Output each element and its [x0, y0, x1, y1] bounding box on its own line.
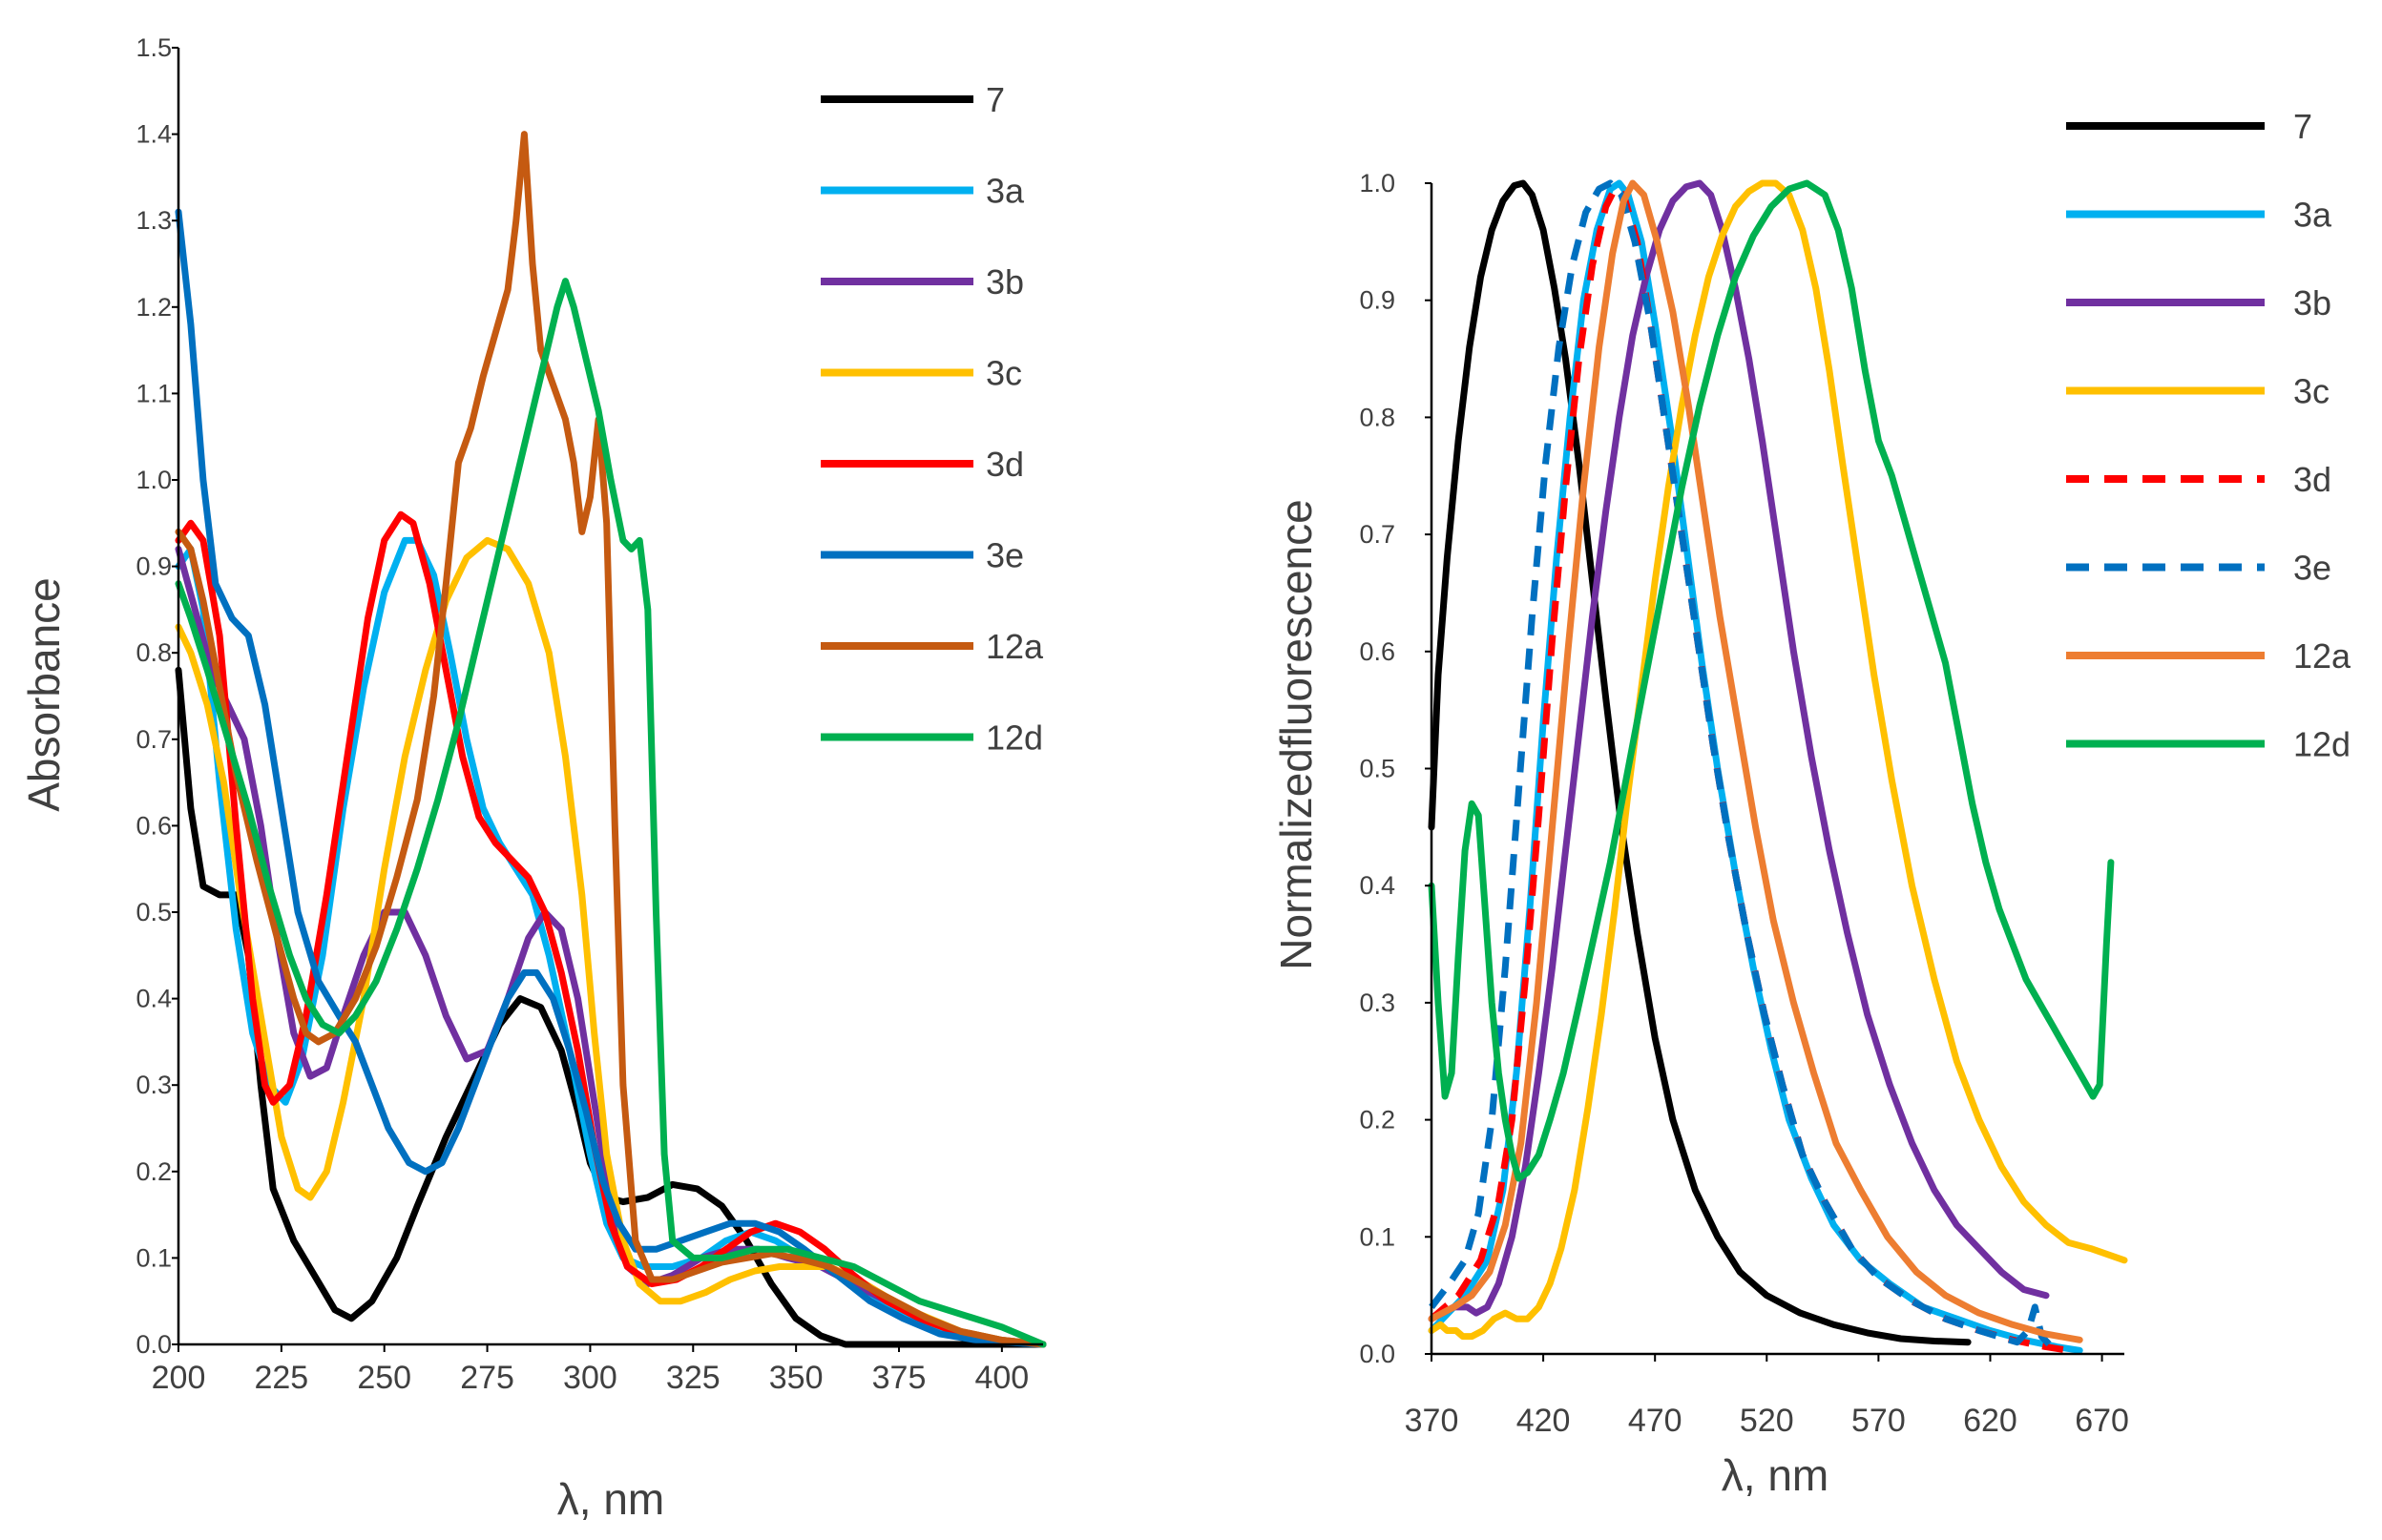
x-tick-label: 225 — [254, 1360, 308, 1396]
y-tick-label: 0.9 — [1359, 286, 1395, 315]
x-tick-label: 300 — [563, 1360, 617, 1396]
series-line-3e — [175, 208, 1047, 1348]
y-tick-label: 1.4 — [136, 120, 172, 149]
legend-label-3b: 3b — [2293, 283, 2331, 323]
legend-label-3e: 3e — [986, 536, 1024, 575]
y-tick-label: 0.5 — [136, 898, 172, 926]
y-axis-title: Absorbance — [19, 577, 69, 812]
legend: 7 3a 3b 3c 3d 3e 12a 12d — [2066, 107, 2351, 764]
legend-label-3a: 3a — [986, 172, 1025, 211]
y-tick-label: 0.4 — [136, 985, 172, 1013]
series-line-12d — [1428, 179, 2115, 1182]
series-line-7 — [1428, 179, 1972, 1346]
y-tick-label: 1.3 — [136, 206, 172, 235]
x-tick-label: 275 — [460, 1360, 514, 1396]
x-tick-label: 420 — [1516, 1403, 1571, 1439]
legend-label-12a: 12a — [2293, 636, 2351, 676]
series-line-3c — [1428, 179, 2128, 1341]
y-tick-label: 0.5 — [1359, 755, 1395, 783]
fluorescence-chart: 0.0 0.1 0.2 0.3 0.4 0.5 0.6 0.7 0.8 0.9 1.0 370 420 4… — [1271, 107, 2351, 1500]
series-line-3e — [1429, 179, 2056, 1351]
legend-label-7: 7 — [986, 80, 1005, 119]
series-line-12a — [175, 131, 1047, 1348]
y-tick-label: 0.8 — [136, 638, 172, 667]
y-tick-label: 0.9 — [136, 552, 172, 581]
y-tick-label: 1.0 — [136, 466, 172, 494]
x-axis-title: λ, nm — [557, 1474, 664, 1524]
y-tick-label: 1.1 — [136, 379, 172, 407]
x-tick-label: 400 — [974, 1360, 1029, 1396]
legend-label-3e: 3e — [2293, 549, 2331, 588]
legend-label-3c: 3c — [2293, 372, 2330, 411]
y-tick-label: 1.5 — [136, 33, 172, 62]
y-tick-label: 0.8 — [1359, 403, 1395, 431]
series-lines — [175, 131, 1047, 1348]
x-tick-label: 375 — [872, 1360, 927, 1396]
y-tick-label: 0.0 — [1359, 1340, 1395, 1368]
series-line-3d — [175, 510, 1047, 1348]
y-tick-label: 0.7 — [1359, 520, 1395, 549]
y-tick-label: 0.4 — [1359, 871, 1395, 900]
legend-label-3c: 3c — [986, 354, 1022, 393]
y-tick-label: 0.6 — [1359, 637, 1395, 666]
legend: 7 3a 3b 3c 3d 3e 12a 12d — [821, 80, 1044, 758]
series-line-3c — [175, 536, 1047, 1348]
y-tick-label: 0.0 — [136, 1330, 172, 1359]
series-line-3b — [1428, 179, 2050, 1322]
series-line-12a — [1428, 179, 2083, 1343]
x-tick-label: 325 — [666, 1360, 721, 1396]
x-tick-label: 370 — [1405, 1403, 1459, 1439]
x-tick-label: 620 — [1963, 1403, 2017, 1439]
legend-label-12a: 12a — [986, 627, 1044, 666]
x-tick-label: 470 — [1628, 1403, 1682, 1439]
x-tick-label: 350 — [769, 1360, 824, 1396]
y-tick-label: 0.2 — [1359, 1106, 1395, 1134]
series-lines — [1428, 179, 2128, 1354]
y-tick-label: 0.1 — [1359, 1222, 1395, 1251]
series-line-12d — [175, 278, 1047, 1348]
x-tick-label: 670 — [2075, 1403, 2129, 1439]
y-tick-label: 1.2 — [136, 293, 172, 322]
legend-label-12d: 12d — [2293, 725, 2351, 764]
x-axis-title: λ, nm — [1722, 1450, 1828, 1500]
legend-label-12d: 12d — [986, 718, 1043, 758]
x-tick-label: 200 — [152, 1360, 206, 1396]
legend-label-3d: 3d — [986, 445, 1024, 484]
y-tick-label: 1.0 — [1359, 169, 1395, 198]
y-tick-label: 0.3 — [1359, 989, 1395, 1017]
y-tick-label: 0.1 — [136, 1243, 172, 1272]
x-tick-label: 570 — [1851, 1403, 1906, 1439]
legend-label-3a: 3a — [2293, 196, 2332, 235]
legend-label-7: 7 — [2293, 107, 2312, 146]
legend-label-3d: 3d — [2293, 460, 2331, 499]
y-tick-label: 0.2 — [136, 1157, 172, 1186]
absorbance-chart: 0.0 0.1 0.2 0.3 0.4 0.5 0.6 0.7 0.8 0.9 1.0 1.1 1.2 1… — [19, 33, 1047, 1524]
x-tick-label: 520 — [1740, 1403, 1794, 1439]
legend-label-3b: 3b — [986, 262, 1024, 302]
x-tick-label: 250 — [357, 1360, 411, 1396]
y-axis-title: Normalizedfluorescence — [1271, 499, 1321, 969]
y-tick-label: 0.6 — [136, 811, 172, 840]
y-tick-label: 0.3 — [136, 1071, 172, 1099]
y-tick-label: 0.7 — [136, 725, 172, 754]
